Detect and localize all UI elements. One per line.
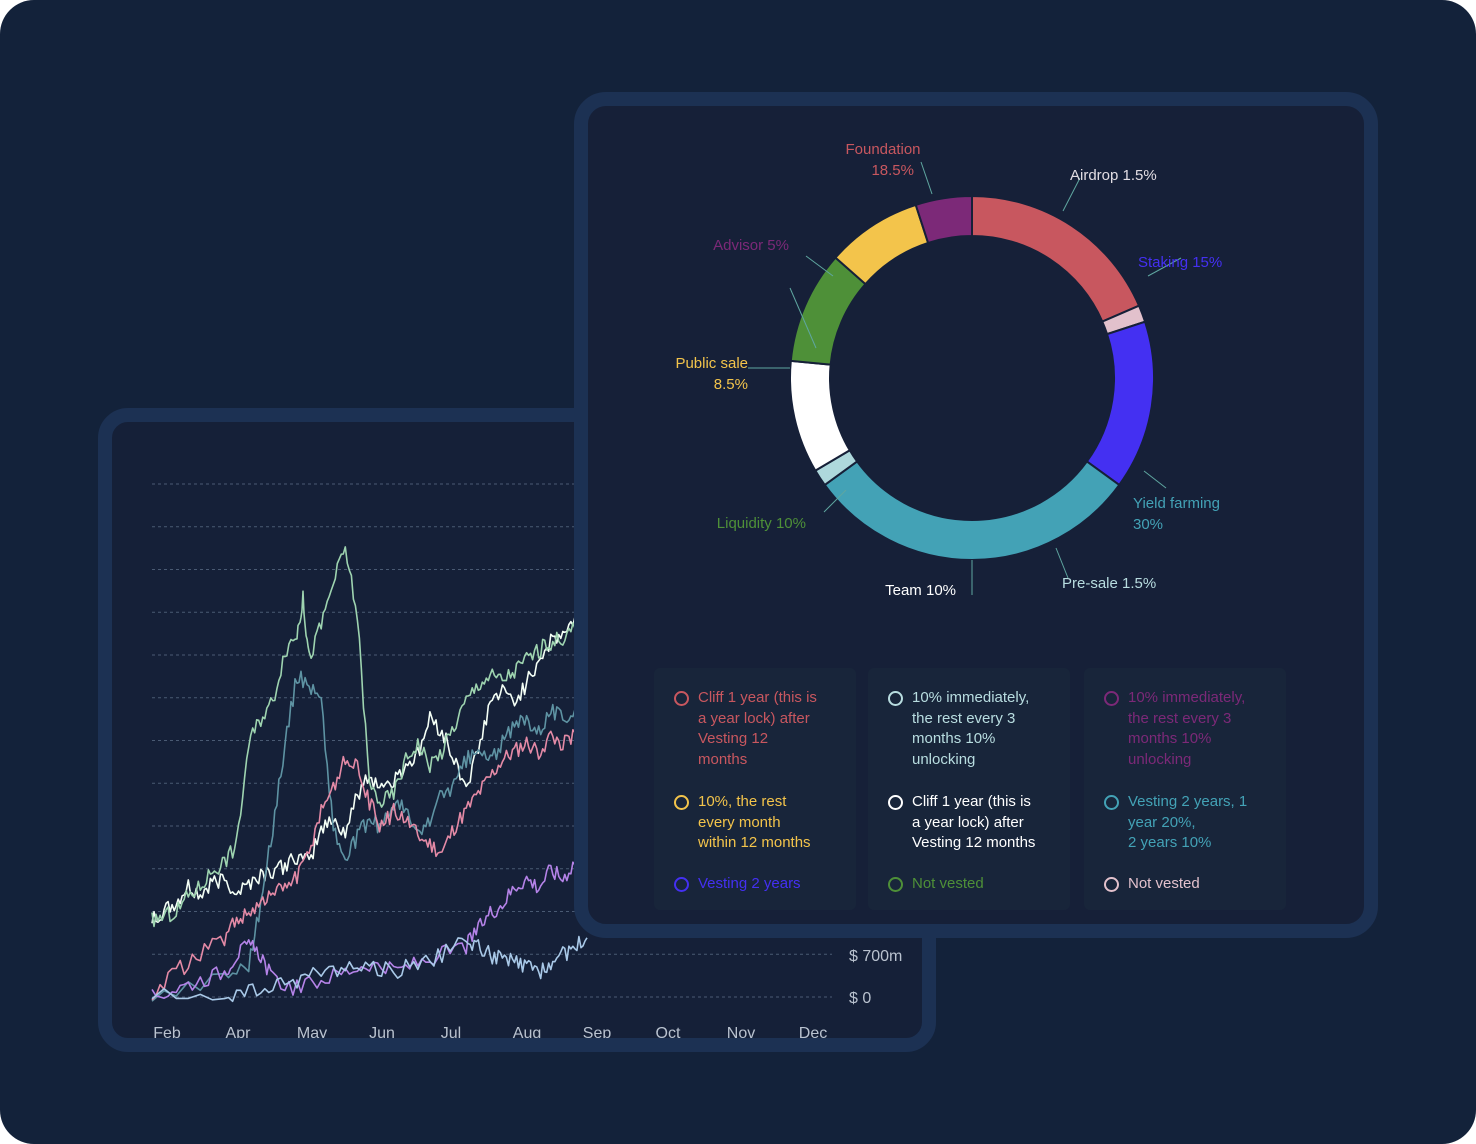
slice-label: Advisor 5% (713, 237, 789, 254)
x-tick-label: May (297, 1025, 327, 1038)
legend-circle-icon (1104, 795, 1119, 810)
leader-line (789, 287, 817, 349)
slice-label: Foundation (845, 141, 920, 158)
leader-line (1055, 547, 1069, 579)
slice-label: 8.5% (714, 376, 748, 393)
legend-circle-icon (888, 795, 903, 810)
donut-slice (789, 359, 852, 473)
leader-line (823, 489, 847, 513)
y-tick-label: $ 0 (849, 990, 871, 1007)
series-line (151, 670, 587, 1002)
donut-slice (823, 460, 1121, 561)
y-tick-label: $ 700m (849, 948, 902, 965)
x-tick-label: Dec (799, 1025, 827, 1038)
slice-label: Pre-sale 1.5% (1062, 575, 1156, 592)
slice-label: Yield farming (1133, 495, 1220, 512)
x-tick-label: Jul (441, 1025, 461, 1038)
donut-slice (1085, 320, 1155, 487)
allocation-card: Foundation 18.5% Airdrop 1.5% Staking 15% Yi… (574, 92, 1378, 938)
legend-column-3: 10% immediately, the rest every 3 months… (1084, 668, 1286, 910)
legend-circle-icon (1104, 691, 1119, 706)
donut-chart: Foundation 18.5% Airdrop 1.5% Staking 15% Yi… (675, 141, 1222, 599)
donut-slice (914, 194, 973, 245)
x-tick-label: Sep (583, 1025, 612, 1038)
slice-label: Airdrop 1.5% (1070, 167, 1157, 184)
x-tick-label: Apr (226, 1025, 252, 1038)
legend-column-1: Cliff 1 year (this is a year lock) after… (654, 668, 856, 910)
leader-line (805, 255, 834, 277)
legend-circle-icon (888, 877, 903, 892)
slice-label: 18.5% (871, 162, 914, 179)
x-tick-label: Jun (369, 1025, 395, 1038)
legend-circle-icon (674, 795, 689, 810)
legend-circle-icon (674, 877, 689, 892)
slice-label: Staking 15% (1138, 254, 1222, 271)
x-tick-label: Nov (727, 1025, 755, 1038)
leader-line (1143, 470, 1167, 489)
slice-label: Liquidity 10% (717, 515, 806, 532)
series-line (151, 860, 588, 999)
legend-circle-icon (1104, 877, 1119, 892)
legend-circle-icon (888, 691, 903, 706)
x-tick-label: Feb (153, 1025, 181, 1038)
legend-circle-icon (674, 691, 689, 706)
x-tick-label: Oct (656, 1025, 681, 1038)
slice-label: Public sale (675, 355, 748, 372)
x-tick-label: Aug (513, 1025, 541, 1038)
slice-label: Team 10% (885, 582, 956, 599)
slice-label: 30% (1133, 516, 1163, 533)
donut-slice (971, 194, 1141, 323)
series-line (151, 546, 588, 928)
leader-line (1147, 257, 1182, 277)
series-line (151, 935, 588, 1003)
series-line (151, 724, 588, 1001)
legend-column-2: 10% immediately, the rest every 3 months… (868, 668, 1070, 910)
leader-line (1062, 177, 1081, 212)
leader-line (920, 161, 933, 195)
